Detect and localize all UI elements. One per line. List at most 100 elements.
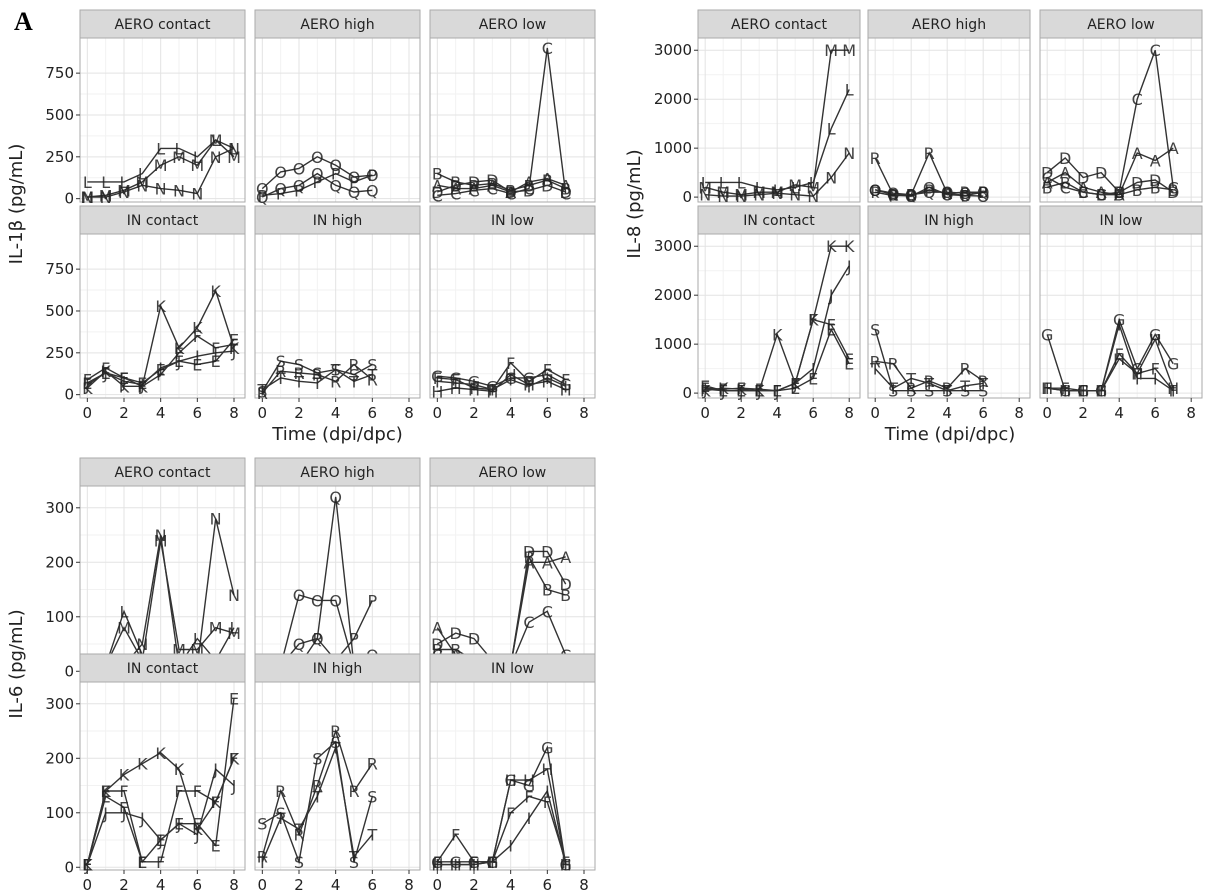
x-tick-label: 8 (1014, 404, 1024, 422)
point-marker: C (542, 39, 553, 58)
point-marker: A (450, 180, 461, 199)
point-marker: F (156, 366, 165, 385)
series-line-K (86, 289, 235, 389)
point-marker: S (276, 804, 286, 823)
x-tick-label: 0 (83, 404, 93, 422)
point-marker: S (870, 320, 880, 339)
x-tick-label: 0 (83, 876, 93, 894)
x-tick-label: 0 (700, 404, 710, 422)
point-marker: F (138, 853, 147, 872)
point-marker: F (211, 339, 220, 358)
y-tick-label: 250 (45, 344, 74, 362)
point-marker: R (942, 184, 953, 203)
point-marker: P (258, 186, 268, 205)
point-marker: N (191, 185, 203, 204)
point-marker: G (559, 856, 571, 875)
point-marker: N (789, 186, 801, 205)
y-tick-label: 3000 (654, 41, 692, 59)
point-marker: H (541, 372, 553, 391)
point-marker: E (119, 798, 129, 817)
point-marker: D (541, 176, 553, 195)
y-axis-title: IL-1β (pg/mL) (6, 144, 27, 265)
point-marker: I (545, 369, 550, 388)
facet-border (697, 233, 861, 399)
point-marker: L (230, 619, 239, 638)
point-marker: H (505, 366, 517, 385)
point-marker: J (157, 831, 163, 850)
point-marker: D (523, 542, 535, 561)
point-marker: J (194, 347, 200, 366)
point-marker: N (136, 635, 148, 654)
point-marker: D (450, 624, 462, 643)
figure-panel-letter: A (14, 7, 33, 36)
facet-strip (429, 205, 596, 235)
x-tick-label: 2 (736, 404, 746, 422)
point-marker: L (156, 139, 165, 158)
point-marker: T (311, 787, 322, 806)
point-marker: H (1167, 379, 1179, 398)
point-marker: P (906, 187, 916, 206)
point-marker: R (888, 186, 899, 205)
x-tick-label: 8 (579, 404, 589, 422)
point-marker: O (941, 186, 954, 205)
point-marker: M (788, 176, 802, 195)
point-marker: H (523, 771, 535, 790)
facet-border (1039, 233, 1203, 399)
point-marker: J (84, 376, 90, 395)
point-marker: G (1149, 325, 1161, 344)
point-marker: E (82, 374, 92, 393)
point-marker: I (453, 374, 458, 393)
point-marker: N (100, 188, 112, 207)
point-marker: F (1169, 382, 1178, 401)
series-line-E (86, 338, 235, 384)
point-marker: A (469, 180, 480, 199)
y-tick-label: 0 (64, 386, 74, 404)
point-marker: F (506, 804, 515, 823)
point-marker: Q (274, 180, 287, 199)
facet-border (254, 681, 421, 871)
point-marker: T (869, 360, 880, 379)
point-marker: B (1168, 181, 1179, 200)
point-marker: Q (311, 165, 324, 184)
point-marker: B (1114, 186, 1125, 205)
point-marker: T (293, 820, 304, 839)
point-marker: K (790, 374, 801, 393)
point-marker: D (541, 542, 553, 561)
point-marker: T (977, 374, 988, 393)
facet-strip-title: AERO contact (731, 17, 828, 33)
point-marker: P (313, 173, 323, 192)
point-marker: G (449, 853, 461, 872)
point-marker: F (83, 856, 92, 875)
point-marker: M (824, 41, 838, 60)
point-marker: K (754, 382, 765, 401)
x-tick-label: 8 (404, 876, 414, 894)
y-tick-label: 100 (45, 804, 74, 822)
point-marker: P (368, 591, 378, 610)
point-marker: K (119, 766, 130, 785)
point-marker: B (542, 171, 553, 190)
point-marker: L (791, 178, 800, 197)
point-marker: T (275, 809, 286, 828)
point-marker: F (543, 361, 552, 380)
point-marker: I (508, 371, 513, 390)
point-marker: I (527, 809, 532, 828)
point-marker: P (276, 185, 286, 204)
point-marker: T (959, 377, 970, 396)
point-marker: A (487, 176, 498, 195)
y-tick-label: 100 (45, 608, 74, 626)
point-marker: I (1081, 382, 1086, 401)
series-line-R (875, 360, 984, 390)
facet-strip-title: AERO low (1087, 17, 1155, 33)
x-tick-label: 2 (469, 876, 479, 894)
point-marker: M (99, 186, 113, 205)
point-marker: R (330, 372, 341, 391)
point-marker: L (737, 173, 746, 192)
point-marker: I (453, 856, 458, 875)
point-marker: H (431, 382, 443, 401)
y-tick-label: 2000 (654, 286, 692, 304)
